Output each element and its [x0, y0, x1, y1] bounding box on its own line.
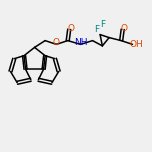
Text: F: F: [94, 25, 99, 34]
Text: O: O: [67, 24, 74, 33]
Text: OH: OH: [130, 40, 144, 49]
Text: O: O: [121, 24, 128, 33]
Text: F: F: [100, 20, 106, 29]
Text: NH: NH: [74, 38, 87, 47]
Text: O: O: [53, 38, 60, 47]
